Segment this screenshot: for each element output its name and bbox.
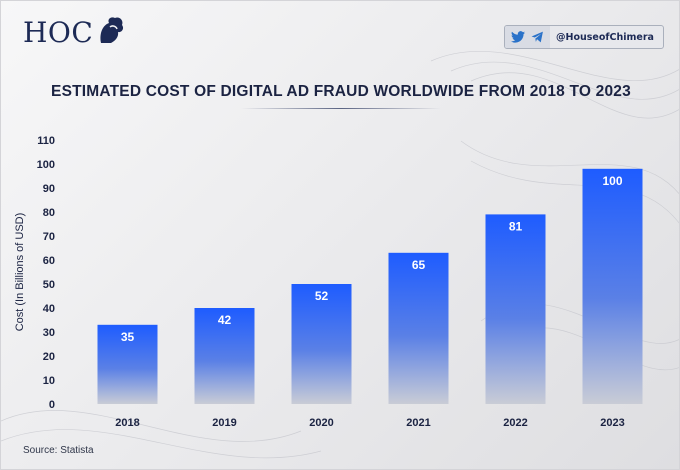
bar-2019 [194,308,255,404]
bar-2018 [97,324,158,404]
y-tick-label: 0 [49,399,55,411]
social-handle-box[interactable]: @HouseofChimera [504,25,664,49]
y-tick-label: 100 [37,159,55,171]
y-tick-label: 90 [43,183,55,195]
chimera-logo-icon [97,15,125,49]
y-tick-label: 110 [37,135,55,147]
x-tick-label-2020: 2020 [309,417,333,429]
y-tick-label: 60 [43,255,55,267]
data-label-2021: 65 [412,258,426,272]
bar-2020 [291,284,352,404]
logo-text: HOC [23,15,94,49]
y-tick-label: 70 [43,231,55,243]
twitter-icon[interactable] [511,28,525,47]
data-label-2019: 42 [218,313,232,327]
bar-2021 [388,252,449,404]
chart-title: ESTIMATED COST OF DIGITAL AD FRAUD WORLD… [51,83,631,100]
x-axis-ticks: 2018 2019 2020 2021 2022 2023 [115,417,624,429]
y-tick-label: 50 [43,279,55,291]
data-label-2023: 100 [602,174,622,188]
x-tick-label-2018: 2018 [115,417,139,429]
x-tick-label-2019: 2019 [212,417,236,429]
x-tick-label-2023: 2023 [600,417,624,429]
y-tick-label: 40 [43,303,55,315]
bar-2022 [485,214,546,404]
data-label-2022: 81 [509,219,523,233]
bar-2023 [582,168,643,404]
title-underline [241,108,441,109]
source-note: Source: Statista [23,445,94,456]
y-tick-label: 30 [43,327,55,339]
y-tick-label: 20 [43,351,55,363]
social-icons [505,26,550,48]
x-tick-label-2022: 2022 [503,417,527,429]
data-label-2018: 35 [121,330,135,344]
data-label-2020: 52 [315,289,329,303]
y-tick-label: 10 [43,375,55,387]
twitter-handle[interactable]: @HouseofChimera [556,31,654,43]
x-tick-label-2021: 2021 [406,417,430,429]
bars: 35 42 52 65 81 100 [97,168,643,404]
telegram-icon[interactable] [531,28,544,47]
y-axis-ticks: 0 10 20 30 40 50 60 70 80 90 100 110 [37,135,55,411]
y-axis-label: Cost (In Billions of USD) [14,213,26,332]
y-axis-title: Cost (In Billions of USD) [14,213,26,332]
brand-logo: HOC [23,15,125,49]
y-tick-label: 80 [43,207,55,219]
